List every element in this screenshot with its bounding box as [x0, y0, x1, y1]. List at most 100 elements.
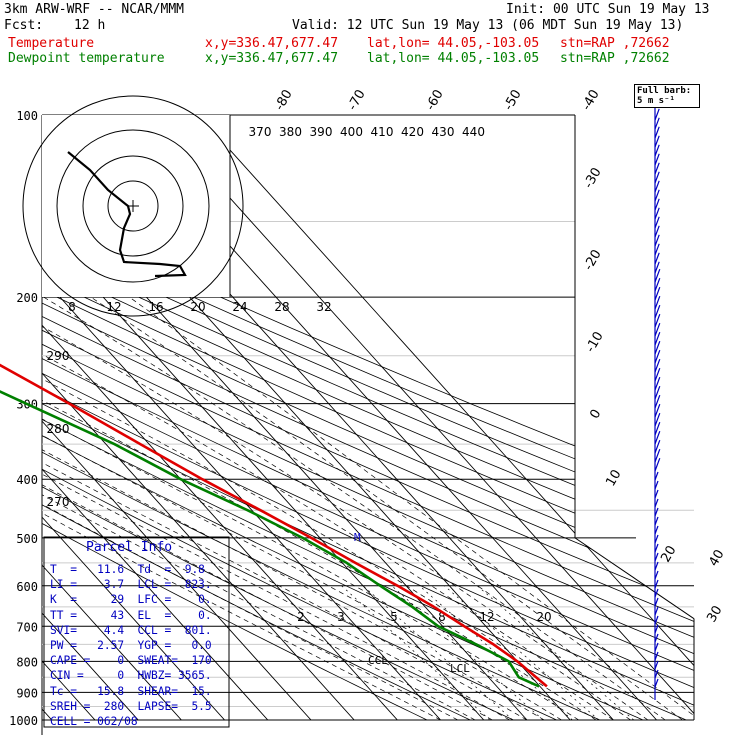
dry-adiabat — [42, 115, 694, 720]
wind-barb — [654, 261, 660, 274]
isotherm-line — [0, 115, 9, 720]
moist-adiabat — [42, 296, 579, 720]
wind-barb — [654, 304, 661, 319]
wind-barb — [654, 448, 661, 463]
wind-barb — [654, 198, 660, 211]
annotation-label: LCL — [450, 662, 470, 675]
parcel-info-row: Tc = 15.8 SHEAR= 15. — [50, 684, 212, 698]
dew-station: stn=RAP ,72662 — [560, 51, 670, 66]
theta-side-label: 280 — [47, 422, 70, 436]
hodograph-ring — [56, 129, 210, 283]
dry-adiabat — [42, 115, 428, 720]
isotherm-line — [42, 115, 398, 720]
isotherm-label: 40 — [706, 547, 727, 569]
wind-barb — [654, 252, 660, 265]
dry-adiabat — [42, 115, 600, 720]
wind-barb — [654, 331, 661, 346]
barb-key-title: Full barb: — [637, 86, 692, 96]
dry-adiabat — [42, 115, 694, 720]
moist-adiabat — [42, 296, 649, 720]
pressure-tick-label: 900 — [16, 686, 38, 700]
wind-barb — [654, 507, 659, 517]
theta-label: 370 — [249, 125, 272, 139]
dry-adiabat — [42, 115, 694, 720]
isotherm-line — [198, 115, 694, 720]
pressure-tick-label: 500 — [16, 532, 38, 546]
dry-adiabat — [42, 115, 694, 720]
moist-adiabat — [42, 296, 528, 720]
isotherm-line — [154, 115, 694, 720]
theta-side-label: 270 — [47, 495, 70, 509]
wind-barb — [654, 189, 660, 202]
wind-barb — [654, 162, 660, 175]
isotherm-label: -30 — [581, 165, 605, 191]
isotherm-label: -80 — [272, 87, 296, 113]
isotherm-label: -50 — [501, 87, 525, 113]
isotherm-line — [42, 115, 225, 720]
wind-barb — [654, 225, 660, 238]
pressure-tick-label: 100 — [16, 109, 38, 123]
moist-adiabat — [129, 296, 694, 720]
dry-adiabat — [42, 115, 557, 720]
speed-axis-label: 20 — [190, 300, 205, 314]
isotherm-line — [42, 115, 139, 720]
parcel-info-title: Parcel Info — [86, 540, 173, 555]
wind-barb — [654, 412, 661, 427]
isotherm-label: 10 — [603, 467, 624, 489]
speed-axis-label: 28 — [274, 300, 289, 314]
series-line-dewpoint-temperature — [0, 390, 540, 688]
mixing-ratio-label: 8 — [438, 610, 446, 624]
wind-barb — [654, 421, 661, 436]
wind-barb — [654, 144, 660, 157]
dry-adiabat — [42, 115, 694, 720]
wind-barb — [654, 606, 659, 616]
wind-barb — [654, 588, 659, 598]
dry-adiabat — [42, 115, 694, 720]
isotherm-label: 20 — [658, 543, 679, 565]
mixing-ratio-label: 2 — [297, 610, 305, 624]
isotherm-label: -60 — [423, 87, 447, 113]
wind-barb — [654, 642, 659, 652]
mixing-ratio-label: 12 — [479, 610, 494, 624]
hodograph-ring — [22, 95, 244, 317]
forecast-label: Fcst: — [4, 18, 44, 33]
wind-barb — [654, 498, 659, 508]
pressure-tick-label: 600 — [16, 580, 38, 594]
dew-latlon: lat,lon= 44.05,-103.05 — [367, 51, 540, 66]
parcel-info-row: K = 29 LFC = 0. — [50, 593, 212, 607]
isotherm-label: -20 — [581, 247, 605, 273]
dew-xy: x,y=336.47,677.47 — [205, 51, 339, 66]
dry-adiabat — [42, 115, 644, 720]
theta-label: 380 — [279, 125, 302, 139]
speed-axis-label: 16 — [148, 300, 163, 314]
hodograph-trace — [67, 151, 187, 278]
isotherm-line — [42, 115, 269, 720]
pressure-tick-label: 400 — [16, 473, 38, 487]
wind-barb — [654, 579, 659, 589]
mixing-ratio-line — [476, 585, 635, 720]
legend-temperature: Temperature — [8, 36, 95, 51]
mixing-ratio-label: 20 — [536, 610, 551, 624]
wind-barb — [654, 286, 661, 301]
isotherm-line — [42, 115, 182, 720]
dry-adiabat — [42, 115, 694, 720]
parcel-info-row: CIN = 0 HWBZ= 3565. — [50, 669, 212, 683]
theta-label: 400 — [340, 125, 363, 139]
hodograph-ring — [82, 155, 184, 257]
moist-adiabat — [90, 296, 683, 720]
legend-dewpoint: Dewpoint temperature — [8, 51, 165, 66]
wind-barb — [654, 439, 661, 454]
wind-barb — [654, 126, 660, 139]
wind-barb — [654, 268, 661, 283]
wind-barb — [654, 480, 659, 490]
wind-barb — [654, 376, 661, 391]
theta-label: 420 — [401, 125, 424, 139]
theta-label: 390 — [310, 125, 333, 139]
barb-key-value: 5 m s⁻¹ — [637, 96, 675, 106]
wind-barb — [654, 349, 661, 364]
wind-barb — [654, 457, 661, 472]
init-time: Init: 00 UTC Sun 19 May 13 — [506, 2, 710, 17]
wind-barb — [654, 135, 660, 148]
isotherm-label: -70 — [345, 87, 369, 113]
